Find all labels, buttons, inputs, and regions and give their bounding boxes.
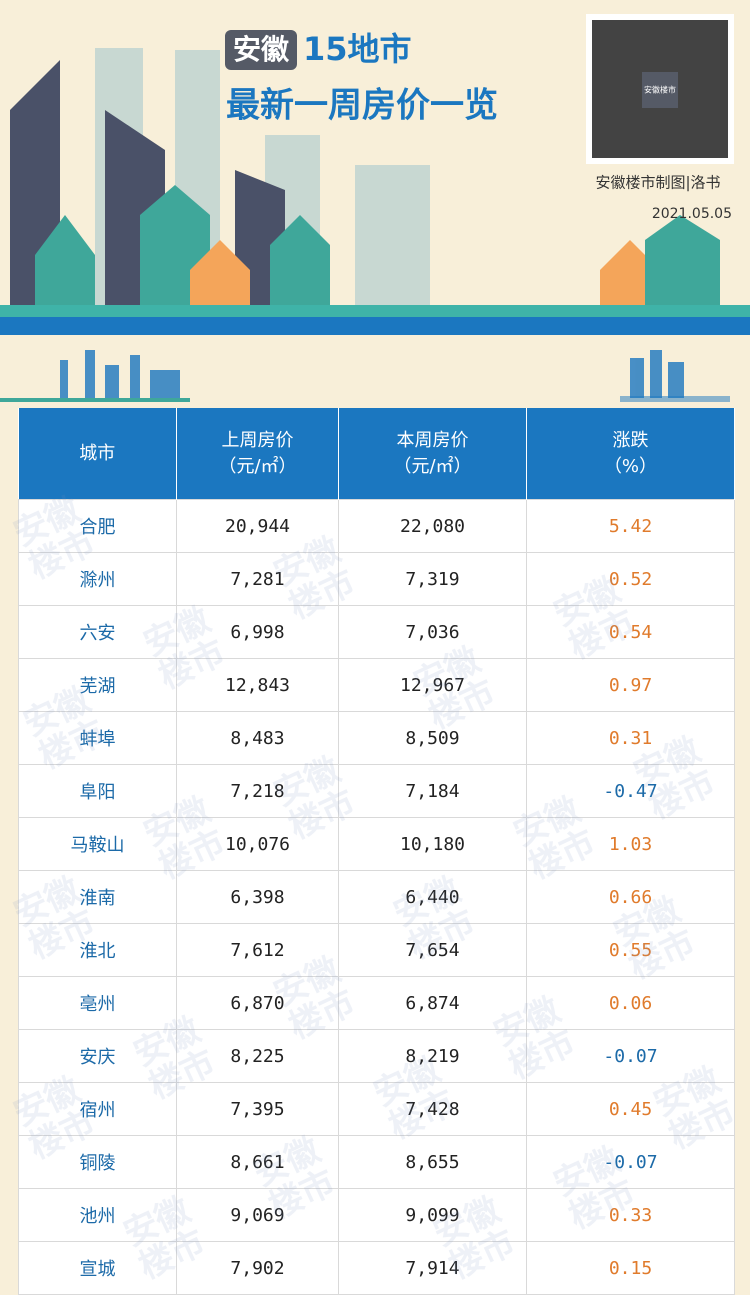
value-cell: 8,225	[176, 1029, 339, 1083]
city-cell: 滁州	[18, 552, 177, 606]
value-cell: 7,036	[338, 605, 527, 659]
table-row: 池州 9,069 9,099 0.33	[18, 1188, 735, 1242]
value-cell: 8,219	[338, 1029, 527, 1083]
value-cell: 10,076	[176, 817, 339, 871]
city-cell: 合肥	[18, 499, 177, 553]
value-cell: 7,914	[338, 1241, 527, 1295]
table-row: 马鞍山 10,076 10,180 1.03	[18, 817, 735, 871]
value-cell: 0.31	[526, 711, 735, 765]
value-cell: 6,440	[338, 870, 527, 924]
value-cell: 7,281	[176, 552, 339, 606]
value-cell: 8,509	[338, 711, 527, 765]
value-cell: 7,654	[338, 923, 527, 977]
column-unit: （元/㎡）	[218, 455, 297, 477]
title-tag: 安徽	[233, 33, 290, 66]
table-row: 淮北 7,612 7,654 0.55	[18, 923, 735, 977]
value-cell: -0.07	[526, 1135, 735, 1189]
table-row: 合肥 20,944 22,080 5.42	[18, 499, 735, 553]
city-cell: 宿州	[18, 1082, 177, 1136]
table-row: 宿州 7,395 7,428 0.45	[18, 1082, 735, 1136]
value-cell: 7,902	[176, 1241, 339, 1295]
value-cell: 0.54	[526, 605, 735, 659]
city-cell: 亳州	[18, 976, 177, 1030]
value-cell: 6,870	[176, 976, 339, 1030]
title-line1: 15地市	[303, 30, 412, 68]
value-cell: -0.47	[526, 764, 735, 818]
table-row: 亳州 6,870 6,874 0.06	[18, 976, 735, 1030]
table-row: 六安 6,998 7,036 0.54	[18, 605, 735, 659]
value-cell: 12,967	[338, 658, 527, 712]
qr-label: 安徽楼市	[644, 85, 676, 95]
value-cell: 6,874	[338, 976, 527, 1030]
value-cell: 7,218	[176, 764, 339, 818]
column-header: 城市	[18, 408, 177, 500]
column-label: 涨跌	[612, 429, 649, 451]
header-art: 安徽 15地市 最新一周房价一览 安徽楼市 安徽楼市制图|洛书 2021.05.…	[0, 0, 750, 402]
city-cell: 蚌埠	[18, 711, 177, 765]
value-cell: 8,655	[338, 1135, 527, 1189]
column-label: 城市	[79, 442, 116, 464]
value-cell: 10,180	[338, 817, 527, 871]
city-cell: 芜湖	[18, 658, 177, 712]
credit: 安徽楼市制图|洛书	[595, 174, 720, 192]
value-cell: 9,099	[338, 1188, 527, 1242]
city-cell: 宣城	[18, 1241, 177, 1295]
value-cell: 0.55	[526, 923, 735, 977]
value-cell: 7,612	[176, 923, 339, 977]
value-cell: 0.66	[526, 870, 735, 924]
table-row: 滁州 7,281 7,319 0.52	[18, 552, 735, 606]
column-header: 上周房价 （元/㎡）	[176, 408, 339, 500]
table-row: 蚌埠 8,483 8,509 0.31	[18, 711, 735, 765]
table-row: 芜湖 12,843 12,967 0.97	[18, 658, 735, 712]
value-cell: 9,069	[176, 1188, 339, 1242]
value-cell: 0.52	[526, 552, 735, 606]
table-row: 宣城 7,902 7,914 0.15	[18, 1241, 735, 1295]
value-cell: 22,080	[338, 499, 527, 553]
value-cell: 5.42	[526, 499, 735, 553]
value-cell: 20,944	[176, 499, 339, 553]
column-unit: （元/㎡）	[393, 455, 472, 477]
city-cell: 铜陵	[18, 1135, 177, 1189]
title-line2: 最新一周房价一览	[226, 86, 498, 126]
value-cell: 0.45	[526, 1082, 735, 1136]
value-cell: 7,428	[338, 1082, 527, 1136]
table-row: 阜阳 7,218 7,184 -0.47	[18, 764, 735, 818]
city-cell: 马鞍山	[18, 817, 177, 871]
city-cell: 池州	[18, 1188, 177, 1242]
value-cell: 12,843	[176, 658, 339, 712]
city-cell: 六安	[18, 605, 177, 659]
column-header: 涨跌 （%）	[526, 408, 735, 500]
date: 2021.05.05	[652, 206, 732, 222]
value-cell: 8,661	[176, 1135, 339, 1189]
city-cell: 阜阳	[18, 764, 177, 818]
value-cell: -0.07	[526, 1029, 735, 1083]
value-cell: 7,395	[176, 1082, 339, 1136]
value-cell: 7,184	[338, 764, 527, 818]
value-cell: 7,319	[338, 552, 527, 606]
column-header: 本周房价 （元/㎡）	[338, 408, 527, 500]
column-label: 上周房价	[221, 429, 294, 451]
city-cell: 淮北	[18, 923, 177, 977]
column-unit: （%）	[603, 455, 658, 477]
value-cell: 6,398	[176, 870, 339, 924]
table-row: 铜陵 8,661 8,655 -0.07	[18, 1135, 735, 1189]
value-cell: 0.33	[526, 1188, 735, 1242]
value-cell: 0.15	[526, 1241, 735, 1295]
value-cell: 0.97	[526, 658, 735, 712]
value-cell: 0.06	[526, 976, 735, 1030]
value-cell: 8,483	[176, 711, 339, 765]
table-row: 安庆 8,225 8,219 -0.07	[18, 1029, 735, 1083]
price-table: 城市 上周房价 （元/㎡） 本周房价 （元/㎡） 涨跌 （%） 合肥 20,944 22,080…	[18, 408, 735, 1295]
city-cell: 安庆	[18, 1029, 177, 1083]
value-cell: 1.03	[526, 817, 735, 871]
value-cell: 6,998	[176, 605, 339, 659]
table-row: 淮南 6,398 6,440 0.66	[18, 870, 735, 924]
city-cell: 淮南	[18, 870, 177, 924]
column-label: 本周房价	[396, 429, 469, 451]
